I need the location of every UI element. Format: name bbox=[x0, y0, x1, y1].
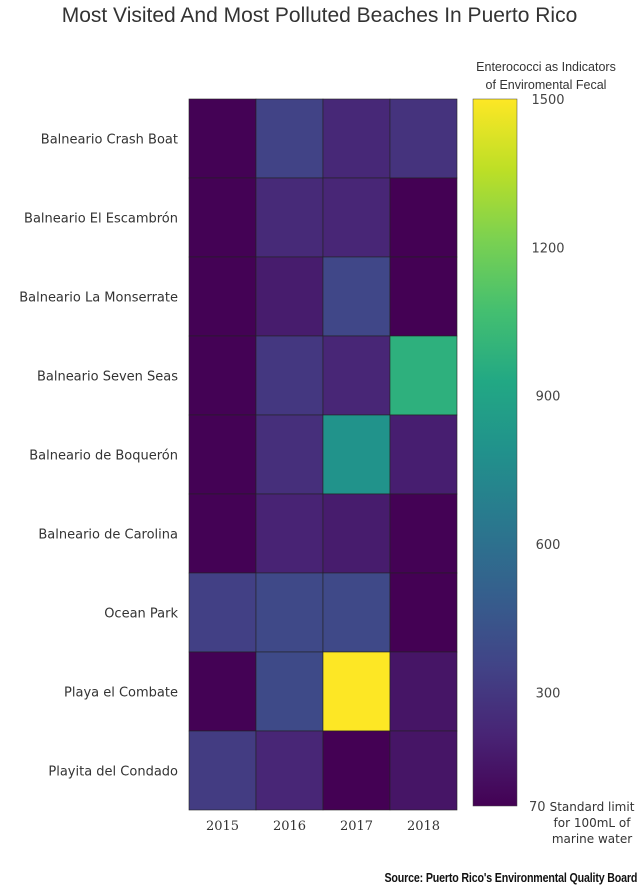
heatmap-cell bbox=[322, 414, 391, 495]
heatmap-cell bbox=[322, 335, 391, 416]
heatmap-cell bbox=[322, 256, 391, 337]
heatmap-cell bbox=[188, 493, 257, 574]
heatmap-cells bbox=[188, 98, 458, 811]
colorbar-note-line-2: for 100mL of bbox=[554, 816, 632, 830]
colorbar-tick-label: 1500 bbox=[531, 93, 564, 108]
heatmap-cell bbox=[188, 177, 257, 258]
heatmap-cell bbox=[389, 493, 458, 574]
row-labels: Balneario Crash Boat Balneario El Escambr… bbox=[19, 133, 178, 780]
heatmap-cell bbox=[389, 651, 458, 732]
heatmap-cell bbox=[389, 414, 458, 495]
heatmap-cell bbox=[188, 98, 257, 179]
heatmap-cell bbox=[322, 730, 391, 811]
colorbar-tick-label: 300 bbox=[536, 686, 561, 701]
heatmap-cell bbox=[188, 572, 257, 653]
heatmap-cell bbox=[389, 730, 458, 811]
row-label: Balneario de Boquerón bbox=[29, 449, 178, 464]
colorbar-min-label: 70 bbox=[529, 800, 546, 815]
row-label: Playa el Combate bbox=[64, 686, 178, 701]
heatmap-cell bbox=[188, 414, 257, 495]
row-label: Balneario de Carolina bbox=[38, 528, 178, 543]
heatmap-cell bbox=[255, 256, 324, 337]
heatmap-cell bbox=[255, 493, 324, 574]
colorbar-note-line-3: marine water bbox=[552, 832, 632, 846]
source-note: Source: Puerto Rico's Environmental Qual… bbox=[384, 870, 637, 885]
heatmap-cell bbox=[188, 256, 257, 337]
heatmap-cell bbox=[188, 651, 257, 732]
heatmap-cell bbox=[322, 572, 391, 653]
heatmap-cell bbox=[255, 98, 324, 179]
heatmap-cell bbox=[255, 335, 324, 416]
heatmap-cell bbox=[322, 651, 391, 732]
colorbar-tick-label: 600 bbox=[536, 538, 561, 553]
colorbar-title: Enterococci as Indicators of Enviromenta… bbox=[462, 58, 630, 94]
row-label: Balneario Crash Boat bbox=[41, 133, 178, 148]
column-label: 2016 bbox=[273, 819, 306, 834]
heatmap-cell bbox=[188, 335, 257, 416]
row-label: Playita del Condado bbox=[48, 765, 178, 780]
colorbar bbox=[472, 98, 518, 807]
heatmap-cell bbox=[322, 177, 391, 258]
heatmap-cell bbox=[255, 177, 324, 258]
row-label: Balneario El Escambrón bbox=[24, 212, 178, 227]
heatmap-cell bbox=[322, 493, 391, 574]
heatmap-cell bbox=[389, 335, 458, 416]
heatmap-cell bbox=[389, 177, 458, 258]
colorbar-note-line-1: Standard limit bbox=[550, 800, 635, 814]
heatmap-cell bbox=[322, 98, 391, 179]
colorbar-title-line-1: Enterococci as Indicators bbox=[476, 60, 616, 74]
heatmap-cell bbox=[255, 572, 324, 653]
colorbar-tick-label: 1200 bbox=[531, 241, 564, 256]
heatmap-cell bbox=[255, 414, 324, 495]
colorbar-ticks: 1500 1200 900 600 300 bbox=[531, 93, 564, 701]
chart-title: Most Visited And Most Polluted Beaches I… bbox=[61, 4, 578, 27]
heatmap-cell bbox=[389, 572, 458, 653]
colorbar-min-note: Standard limit for 100mL of marine water bbox=[550, 800, 635, 846]
heatmap-cell bbox=[389, 98, 458, 179]
column-labels: 2015 2016 2017 2018 bbox=[206, 819, 440, 834]
row-label: Balneario La Monserrate bbox=[19, 291, 178, 306]
column-label: 2015 bbox=[206, 819, 239, 834]
heatmap-cell bbox=[255, 730, 324, 811]
colorbar-tick-label: 900 bbox=[536, 390, 561, 405]
heatmap-cell bbox=[389, 256, 458, 337]
heatmap-cell bbox=[255, 651, 324, 732]
row-label: Balneario Seven Seas bbox=[37, 370, 178, 385]
column-label: 2018 bbox=[407, 819, 440, 834]
heatmap-cell bbox=[188, 730, 257, 811]
row-label: Ocean Park bbox=[104, 607, 178, 622]
colorbar-title-line-2: of Enviromental Fecal bbox=[485, 78, 607, 92]
column-label: 2017 bbox=[340, 819, 373, 834]
